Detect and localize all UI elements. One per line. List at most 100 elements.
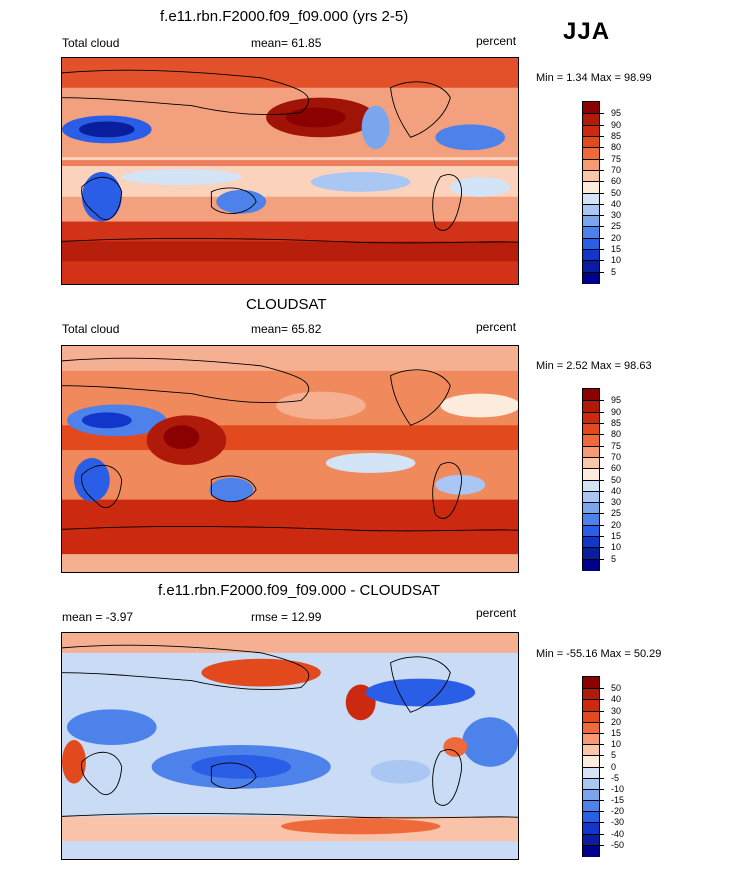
colorbar-tick — [599, 479, 604, 481]
colorbar-swatch — [583, 147, 599, 160]
colorbar-label: -5 — [611, 772, 620, 783]
colorbar-label: -40 — [611, 828, 625, 839]
colorbar-label: -50 — [611, 839, 625, 850]
colorbar-swatch — [583, 169, 599, 183]
colorbar-swatch — [583, 479, 599, 492]
colorbar-swatch — [583, 547, 599, 560]
colorbar-label: 90 — [611, 406, 622, 417]
colorbar-label: 50 — [611, 474, 622, 485]
colorbar-swatch — [583, 158, 599, 171]
panel1-left-label: Total cloud — [62, 36, 120, 50]
colorbar-tick — [599, 844, 604, 846]
colorbar-label: 50 — [611, 683, 622, 694]
colorbar-label: 90 — [611, 119, 622, 130]
colorbar-swatch — [583, 822, 599, 835]
colorbar-label: 30 — [611, 705, 622, 716]
colorbar-label: 25 — [611, 221, 622, 232]
colorbar-swatch — [583, 833, 599, 846]
colorbar-tick — [599, 755, 604, 757]
colorbar-label: 50 — [611, 187, 622, 198]
colorbar-swatch — [583, 124, 599, 137]
colorbar-tick — [599, 434, 604, 436]
colorbar-tick — [599, 777, 604, 779]
colorbar-tick — [599, 744, 604, 746]
colorbar-tick — [599, 688, 604, 690]
colorbar-tick — [599, 215, 604, 217]
colorbar-swatch — [583, 844, 599, 857]
colorbar-label: 5 — [611, 266, 617, 277]
colorbar-swatch — [583, 215, 599, 228]
panel2-colorbar: 95 90 85 80 75 70 60 50 40 30 25 20 15 10 5 — [582, 388, 621, 571]
colorbar-tick — [599, 502, 604, 504]
panel2-units: percent — [476, 320, 517, 334]
colorbar-label: 60 — [611, 463, 622, 474]
colorbar-label: 0 — [611, 761, 617, 772]
colorbar-tick — [599, 822, 604, 824]
panel1-units: percent — [476, 34, 517, 48]
panel2-map-field — [62, 346, 518, 572]
colorbar-tick — [599, 113, 604, 115]
colorbar-swatch — [583, 102, 599, 114]
season-label: JJA — [563, 18, 611, 45]
colorbar-tick — [599, 524, 604, 526]
colorbar-swatch — [583, 490, 599, 504]
colorbar-tick — [599, 169, 604, 171]
colorbar-label: 15 — [611, 531, 622, 542]
colorbar-tick — [599, 181, 604, 183]
panel3-map-field — [62, 633, 518, 859]
colorbar-label: 80 — [611, 142, 622, 153]
colorbar-tick — [599, 135, 604, 137]
colorbar-tick — [599, 833, 604, 835]
colorbar-swatch — [583, 677, 599, 689]
colorbar-swatch — [583, 744, 599, 757]
colorbar-swatch — [583, 558, 599, 571]
colorbar-label: 70 — [611, 164, 622, 175]
colorbar-swatch — [583, 422, 599, 436]
colorbar-swatch — [583, 434, 599, 447]
colorbar-tick — [599, 400, 604, 402]
colorbar-label: -10 — [611, 783, 625, 794]
colorbar-swatch — [583, 456, 599, 470]
colorbar-swatch — [583, 237, 599, 251]
colorbar-swatch — [583, 389, 599, 401]
colorbar-label: 85 — [611, 130, 622, 141]
colorbar-label: 30 — [611, 210, 622, 221]
colorbar-tick — [599, 271, 604, 273]
colorbar-swatch — [583, 800, 599, 813]
colorbar-swatch — [583, 513, 599, 526]
colorbar-label: 95 — [611, 395, 622, 406]
colorbar-tick — [599, 147, 604, 149]
colorbar-label: 20 — [611, 519, 622, 530]
colorbar-label: 40 — [611, 485, 622, 496]
colorbar-swatch — [583, 710, 599, 723]
panel2-minmax: Min = 2.52 Max = 98.63 — [536, 360, 652, 372]
panel3-minmax: Min = -55.16 Max = 50.29 — [536, 648, 662, 660]
colorbar-swatch — [583, 181, 599, 194]
panel1-colorbar: 95 90 85 80 75 70 60 50 40 30 25 20 15 10 5 — [582, 101, 621, 284]
colorbar-tick — [599, 788, 604, 790]
colorbar-label: 95 — [611, 108, 622, 119]
colorbar-tick — [599, 158, 604, 160]
colorbar-label: 75 — [611, 153, 622, 164]
colorbar-label: 20 — [611, 232, 622, 243]
colorbar-swatch — [583, 203, 599, 217]
colorbar-swatch — [583, 699, 599, 712]
colorbar-swatch — [583, 766, 599, 779]
colorbar-swatch — [583, 113, 599, 126]
colorbar-swatch — [583, 135, 599, 149]
colorbar-tick — [599, 699, 604, 701]
colorbar-label: 10 — [611, 542, 622, 553]
colorbar-tick — [599, 456, 604, 458]
colorbar-swatch — [583, 468, 599, 481]
colorbar-tick — [599, 490, 604, 492]
colorbar-swatch — [583, 271, 599, 284]
colorbar-tick — [599, 445, 604, 447]
panel1-map-field — [62, 58, 518, 284]
panel2-mean-label: mean= 65.82 — [251, 322, 322, 336]
colorbar-swatch — [583, 721, 599, 734]
colorbar-tick — [599, 710, 604, 712]
panel2-left-label: Total cloud — [62, 322, 120, 336]
colorbar-swatch — [583, 755, 599, 768]
colorbar-tick — [599, 237, 604, 239]
panel3-rmse-label: rmse = 12.99 — [251, 610, 322, 624]
